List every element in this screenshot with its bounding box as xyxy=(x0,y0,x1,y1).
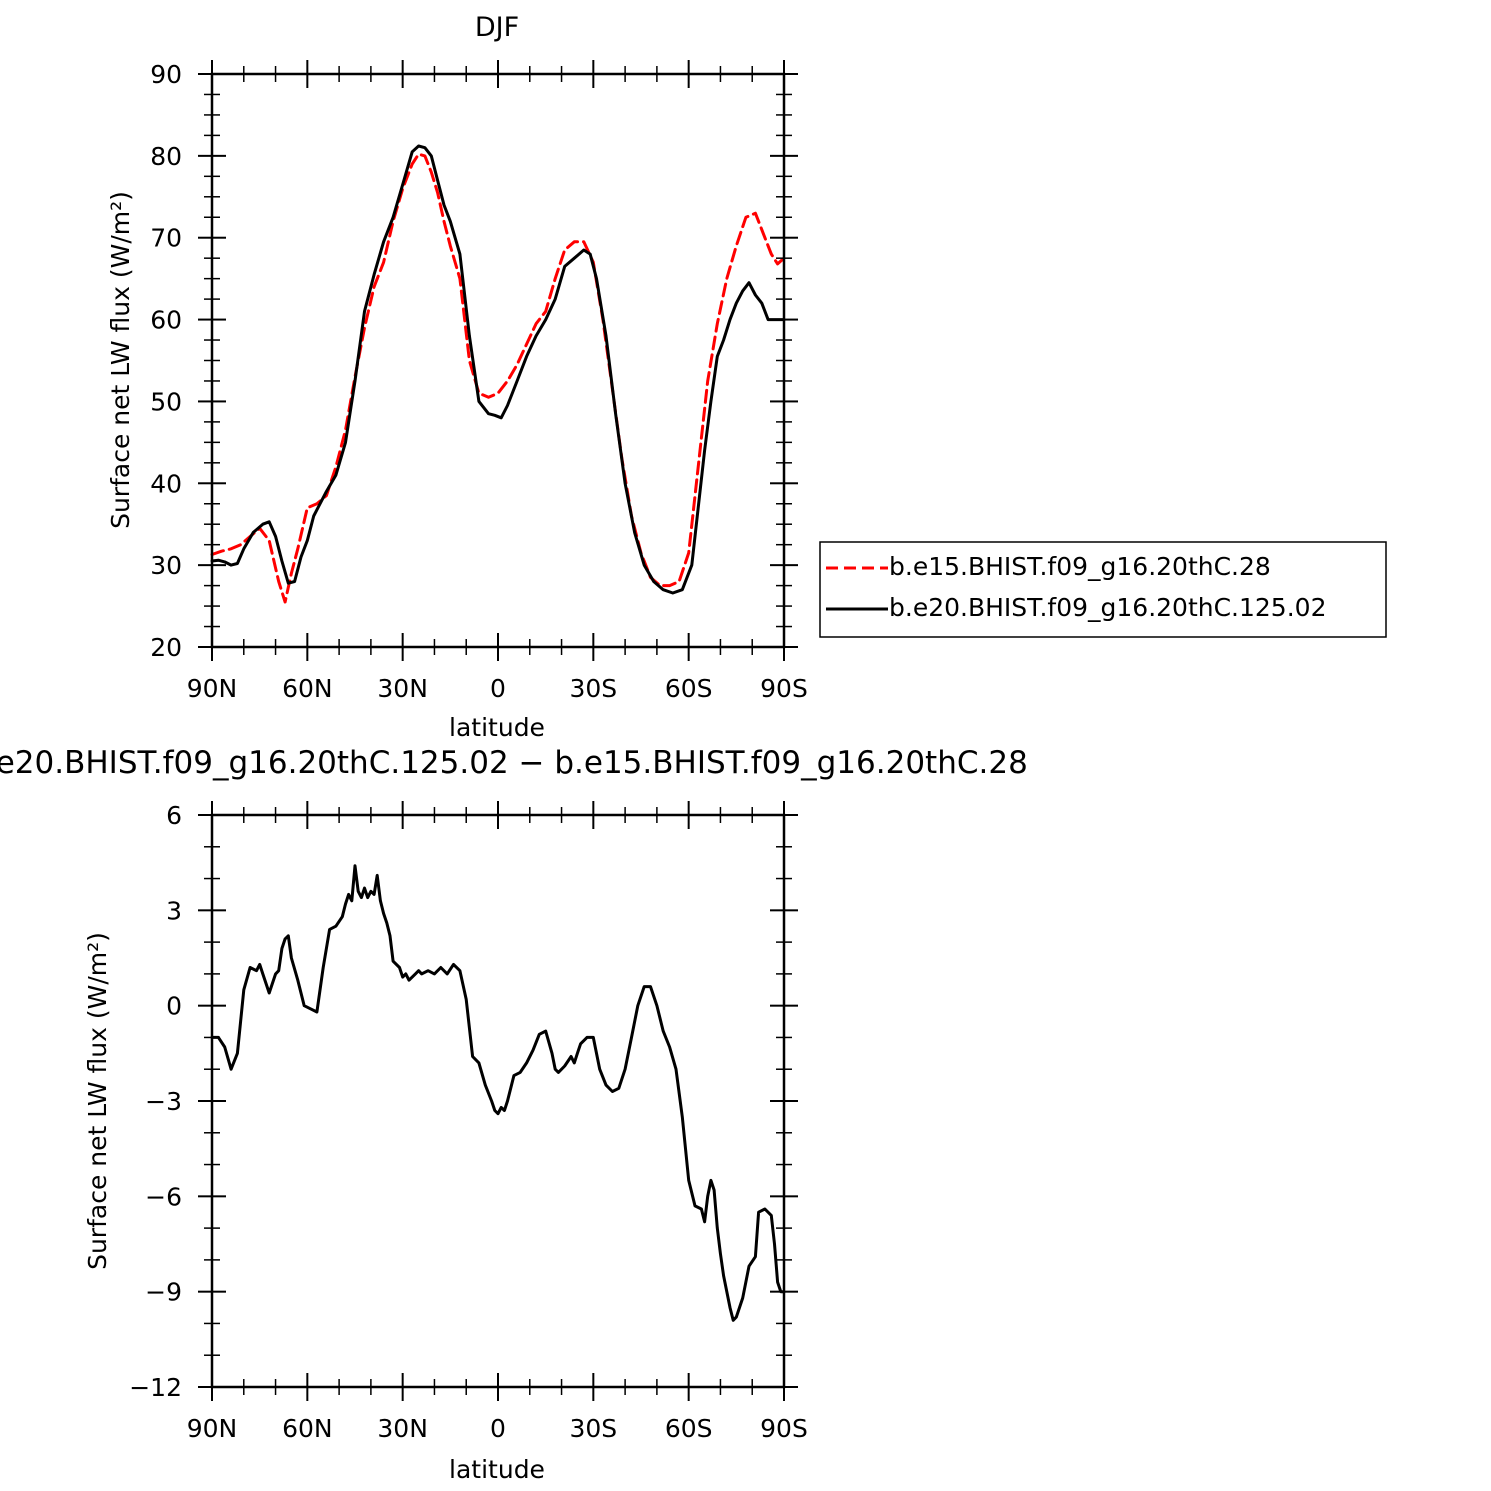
top-x-tick-label: 30S xyxy=(569,674,617,703)
top-y-tick-label: 50 xyxy=(150,387,182,416)
top-x-axis-label: latitude xyxy=(449,713,545,742)
bottom-y-tick-label: −12 xyxy=(129,1373,182,1402)
legend-label-series-1: b.e15.BHIST.f09_g16.20thC.28 xyxy=(889,552,1271,581)
bottom-chart-title: b.e20.BHIST.f09_g16.20thC.125.02 − b.e15… xyxy=(0,745,1028,781)
top-y-tick-label: 30 xyxy=(150,551,182,580)
top-x-tick-label: 30N xyxy=(377,674,428,703)
top-y-axis-label: Surface net LW flux (W/m²) xyxy=(106,191,135,529)
top-y-tick-label: 40 xyxy=(150,469,182,498)
bottom-y-tick-label: 6 xyxy=(166,801,182,830)
top-y-tick-label: 20 xyxy=(150,633,182,662)
bottom-y-tick-label: 3 xyxy=(166,896,182,925)
top-y-tick-label: 90 xyxy=(150,60,182,89)
top-chart: DJF 90N 60N 30N 0 30S 60S 90S2030405060708090 … xyxy=(106,12,1387,742)
bottom-plot-frame xyxy=(210,813,786,1389)
bottom-x-tick-label: 30S xyxy=(569,1414,617,1443)
bottom-y-tick-label: −9 xyxy=(145,1278,182,1307)
top-x-tick-label: 60S xyxy=(665,674,713,703)
top-legend: b.e15.BHIST.f09_g16.20thC.28 b.e20.BHIST… xyxy=(819,541,1387,638)
bottom-x-tick-label: 90S xyxy=(760,1414,808,1443)
legend-label-series-2: b.e20.BHIST.f09_g16.20thC.125.02 xyxy=(889,593,1326,622)
top-series-line-1 xyxy=(210,152,786,604)
top-x-tick-label: 0 xyxy=(490,674,506,703)
bottom-series-line-1 xyxy=(210,864,786,1322)
top-chart-title: DJF xyxy=(475,12,519,43)
top-x-tick-label: 90S xyxy=(760,674,808,703)
top-x-tick-label: 90N xyxy=(187,674,238,703)
bottom-y-tick-label: −3 xyxy=(145,1087,182,1116)
bottom-x-tick-label: 60N xyxy=(282,1414,333,1443)
bottom-y-tick-label: 0 xyxy=(166,992,182,1021)
top-plot-frame xyxy=(210,72,786,649)
legend-box xyxy=(819,541,1387,638)
bottom-x-axis-label: latitude xyxy=(449,1455,545,1484)
bottom-x-tick-label: 90N xyxy=(187,1414,238,1443)
bottom-chart: b.e20.BHIST.f09_g16.20thC.125.02 − b.e15… xyxy=(0,745,1028,1484)
top-y-tick-label: 70 xyxy=(150,224,182,253)
bottom-x-tick-label: 60S xyxy=(665,1414,713,1443)
top-series-line-2 xyxy=(210,144,786,595)
bottom-y-tick-label: −6 xyxy=(145,1182,182,1211)
top-x-tick-label: 60N xyxy=(282,674,333,703)
bottom-y-axis-label: Surface net LW flux (W/m²) xyxy=(83,932,112,1270)
bottom-x-tick-label: 30N xyxy=(377,1414,428,1443)
top-y-tick-label: 80 xyxy=(150,142,182,171)
top-y-tick-label: 60 xyxy=(150,306,182,335)
bottom-x-tick-label: 0 xyxy=(490,1414,506,1443)
